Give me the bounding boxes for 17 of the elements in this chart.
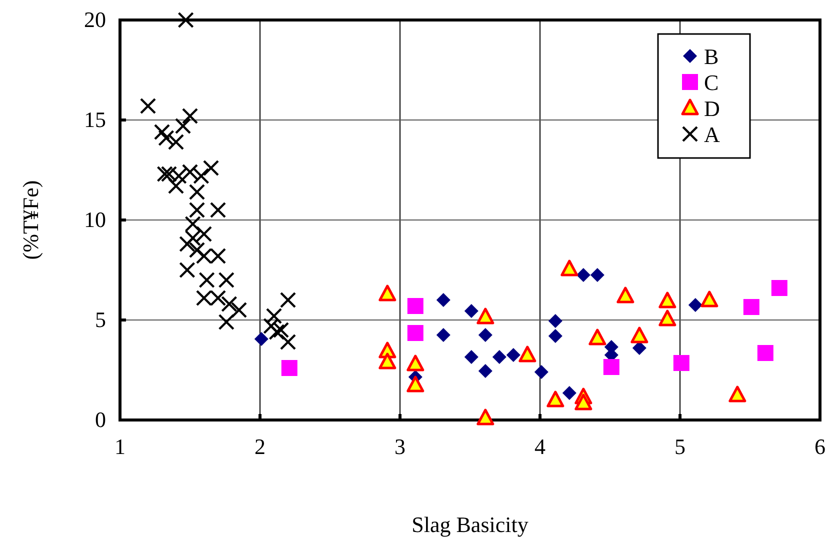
legend-label: D xyxy=(704,96,720,121)
legend-label: B xyxy=(704,44,719,69)
y-tick-label: 10 xyxy=(84,207,106,232)
y-tick-label: 0 xyxy=(95,407,106,432)
x-tick-label: 3 xyxy=(394,434,406,459)
legend-label: A xyxy=(704,122,720,147)
y-tick-label: 20 xyxy=(84,7,106,32)
y-tick-label: 15 xyxy=(84,107,106,132)
x-axis-title: Slag Basicity xyxy=(412,512,528,537)
legend-label: C xyxy=(704,70,719,95)
x-tick-label: 1 xyxy=(114,434,126,459)
x-tick-label: 5 xyxy=(674,434,686,459)
y-axis-title: (%T¥Fe) xyxy=(18,180,43,260)
x-tick-label: 6 xyxy=(814,434,826,459)
y-tick-label: 5 xyxy=(95,307,106,332)
x-tick-label: 4 xyxy=(534,434,546,459)
x-tick-label: 2 xyxy=(254,434,266,459)
